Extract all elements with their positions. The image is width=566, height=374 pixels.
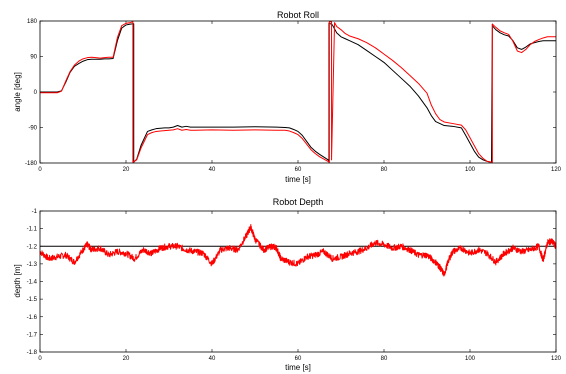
roll-y-tick-label: 180: [27, 19, 38, 25]
roll-x-tick-label: 40: [209, 167, 216, 173]
depth-y-tick-label: -1: [32, 209, 38, 215]
roll-x-tick-label: 80: [381, 167, 388, 173]
roll-x-tick-label: 20: [123, 167, 130, 173]
roll-lines: [40, 21, 556, 163]
depth-y-tick-label: -1.5: [27, 297, 38, 303]
roll-y-tick-label: -90: [28, 126, 37, 132]
depth-y-tick-label: -1.1: [27, 227, 38, 233]
roll-x-tick-label: 60: [295, 167, 302, 173]
depth-y-tick-label: -1.4: [27, 280, 38, 286]
depth-x-tick-label: 20: [123, 356, 130, 362]
depth-y-tick-label: -1.8: [27, 350, 38, 356]
roll-series-red-line: [40, 21, 556, 163]
depth-x-tick-label: 0: [38, 356, 42, 362]
depth-ticks: 0 20 40 60 80 100 120 -1.8 -1.7 -1.6 -1.5 -1.4 -1.3 -…: [27, 209, 562, 362]
roll-series-black-line: [40, 22, 556, 163]
roll-y-tick-label: -180: [25, 161, 38, 167]
depth-axes-frame: [39, 210, 557, 353]
depth-x-label: time [s]: [285, 363, 311, 372]
roll-y-tick-label: 0: [34, 90, 38, 96]
depth-plot: Robot Depth time [s] depth [m] 0 20 40 60 80…: [13, 197, 562, 372]
depth-x-tick-label: 60: [295, 356, 302, 362]
roll-y-label: angle [deg]: [13, 72, 22, 112]
roll-x-tick-label: 120: [551, 167, 562, 173]
roll-title: Robot Roll: [277, 10, 319, 20]
depth-series-red-line: [39, 224, 557, 277]
depth-x-tick-label: 120: [551, 356, 562, 362]
depth-y-tick-label: -1.3: [27, 262, 38, 268]
depth-x-tick-label: 40: [209, 356, 216, 362]
roll-x-tick-label: 100: [465, 167, 476, 173]
depth-y-tick-label: -1.2: [27, 244, 38, 250]
roll-plot: Robot Roll time [s] angle [deg] 0 20 40 60 8…: [13, 10, 562, 184]
depth-title: Robot Depth: [273, 197, 324, 207]
roll-y-tick-label: 90: [30, 55, 37, 61]
roll-x-label: time [s]: [285, 175, 311, 184]
depth-y-tick-label: -1.6: [27, 315, 38, 321]
roll-axes-frame: [39, 20, 557, 164]
depth-y-label: depth [m]: [13, 264, 22, 297]
roll-x-tick-label: 0: [38, 167, 42, 173]
depth-x-tick-label: 80: [381, 356, 388, 362]
depth-y-tick-label: -1.7: [27, 332, 38, 338]
roll-ticks: 0 20 40 60 80 100 120 -180 -90 0 90 180: [25, 19, 562, 173]
depth-x-tick-label: 100: [465, 356, 476, 362]
depth-lines: [39, 224, 557, 277]
